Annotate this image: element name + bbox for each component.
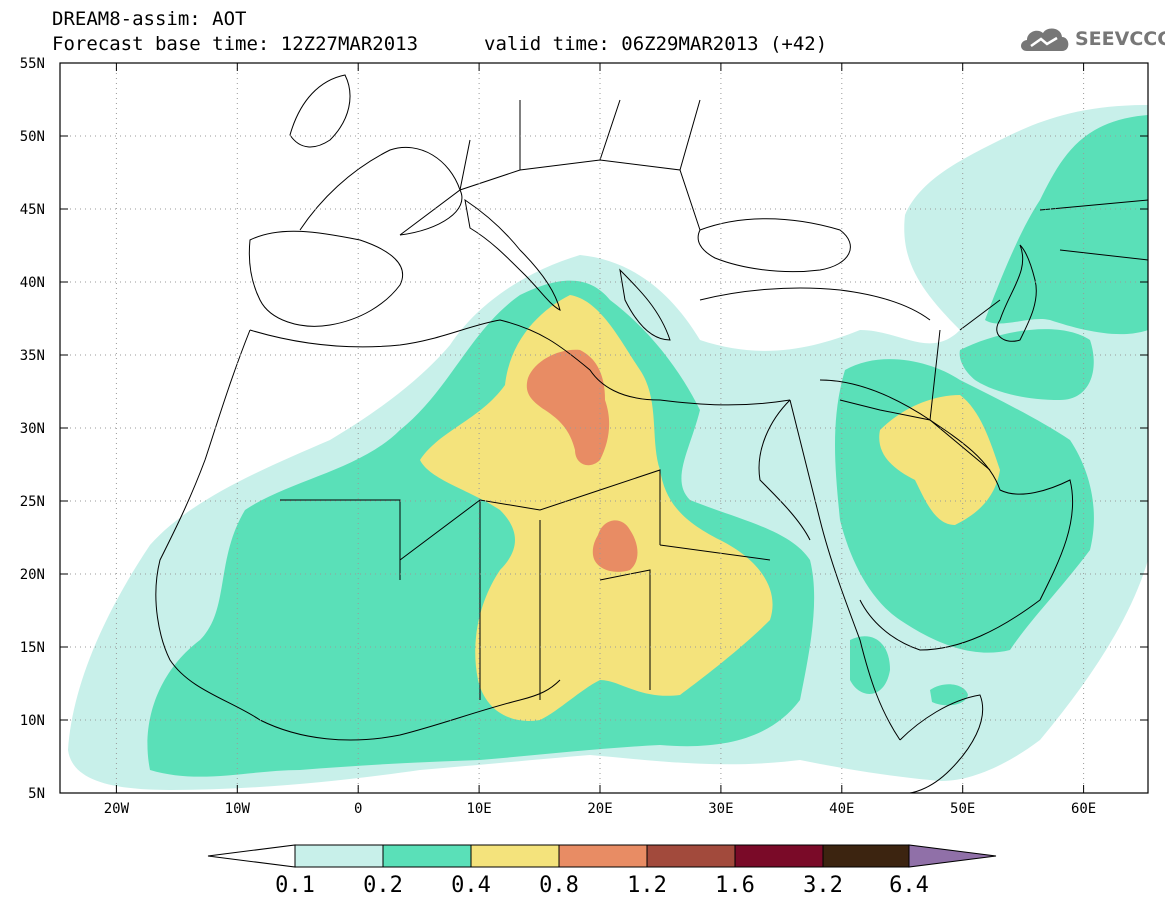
valid-time: valid time: 06Z29MAR2013 (+42) — [484, 33, 828, 55]
lon-label: 20W — [104, 801, 130, 817]
lat-label: 55N — [20, 56, 45, 72]
colorbar-label: 3.2 — [803, 873, 843, 898]
aot-band-0.8 — [526, 349, 610, 466]
coast-black-sea — [697, 218, 851, 273]
logo-text: SEEVCCC — [1075, 28, 1165, 50]
colorbar-bin — [734, 844, 824, 868]
aot-band-0.4-east — [879, 395, 1000, 525]
map-title: DREAM8-assim: AOT — [52, 8, 247, 30]
colorbar-label: 0.2 — [363, 873, 403, 898]
colorbar-bin — [294, 844, 384, 868]
colorbar-label: 0.4 — [451, 873, 491, 898]
colorbar-labels: 0.1 0.2 0.4 0.8 1.2 1.6 3.2 6.4 — [275, 873, 929, 898]
tick-marks — [60, 62, 1148, 794]
seevccc-logo: SEEVCCC — [1017, 24, 1165, 56]
colorbar-label: 0.1 — [275, 873, 315, 898]
borders-africa — [280, 469, 771, 700]
aot-band-0.2-gulf — [930, 684, 968, 706]
coast-greece — [619, 268, 671, 341]
aot-band-0.2-horn — [850, 636, 890, 694]
coast-caspian — [996, 244, 1037, 342]
lon-label: 10W — [225, 801, 251, 817]
lon-label: 30E — [708, 801, 733, 817]
aot-band-0.8-b — [592, 520, 638, 572]
lon-labels: 20W 10W 0 10E 20E 30E 40E 50E 60E — [104, 801, 1096, 817]
lat-label: 50N — [20, 129, 45, 145]
cloud-icon — [1021, 28, 1069, 51]
lon-label: 40E — [829, 801, 854, 817]
coast-iberia — [248, 230, 403, 327]
forecast-base-time: Forecast base time: 12Z27MAR2013 — [52, 33, 419, 55]
lat-label: 35N — [20, 348, 45, 364]
colorbar-label: 0.8 — [539, 873, 579, 898]
coast-turkey — [699, 287, 931, 321]
lat-label: 30N — [20, 421, 45, 437]
borders-europe — [399, 99, 701, 236]
aot-contours — [68, 105, 1148, 790]
colorbar-over — [908, 844, 997, 868]
colorbar-under — [207, 844, 296, 868]
coast-france-uk — [289, 74, 463, 236]
colorbar-bin — [646, 844, 736, 868]
lat-label: 45N — [20, 202, 45, 218]
aot-band-0.2-ir — [959, 329, 1094, 400]
lat-label: 20N — [20, 567, 45, 583]
coast-north-africa — [249, 319, 791, 406]
coast-italy — [464, 198, 561, 311]
lat-label: 40N — [20, 275, 45, 291]
lat-label: 5N — [28, 786, 45, 802]
colorbar-bin — [822, 844, 910, 868]
lat-labels: 5N 10N 15N 20N 25N 30N 35N 40N 45N 50N 5… — [20, 56, 45, 802]
colorbar-bin — [558, 844, 648, 868]
colorbar-bin — [470, 844, 560, 868]
colorbar-label: 1.6 — [715, 873, 755, 898]
colorbar-label: 6.4 — [889, 873, 929, 898]
lon-label: 10E — [466, 801, 491, 817]
coast-red-sea — [758, 399, 901, 741]
coastlines — [155, 74, 1148, 793]
colorbar — [207, 844, 997, 868]
aot-band-0.4 — [420, 295, 773, 721]
lat-label: 10N — [20, 713, 45, 729]
graticule — [60, 63, 1148, 793]
lat-label: 15N — [20, 640, 45, 656]
coast-west-africa — [155, 329, 561, 741]
coast-east-africa — [899, 694, 984, 793]
lon-label: 0 — [354, 801, 362, 817]
borders-middle-east — [839, 199, 1148, 471]
lon-label: 20E — [587, 801, 612, 817]
lat-label: 25N — [20, 494, 45, 510]
lon-label: 60E — [1071, 801, 1096, 817]
colorbar-label: 1.2 — [627, 873, 667, 898]
aot-band-0.2-ne — [985, 115, 1148, 335]
colorbar-bin — [382, 844, 472, 868]
lon-label: 50E — [950, 801, 975, 817]
